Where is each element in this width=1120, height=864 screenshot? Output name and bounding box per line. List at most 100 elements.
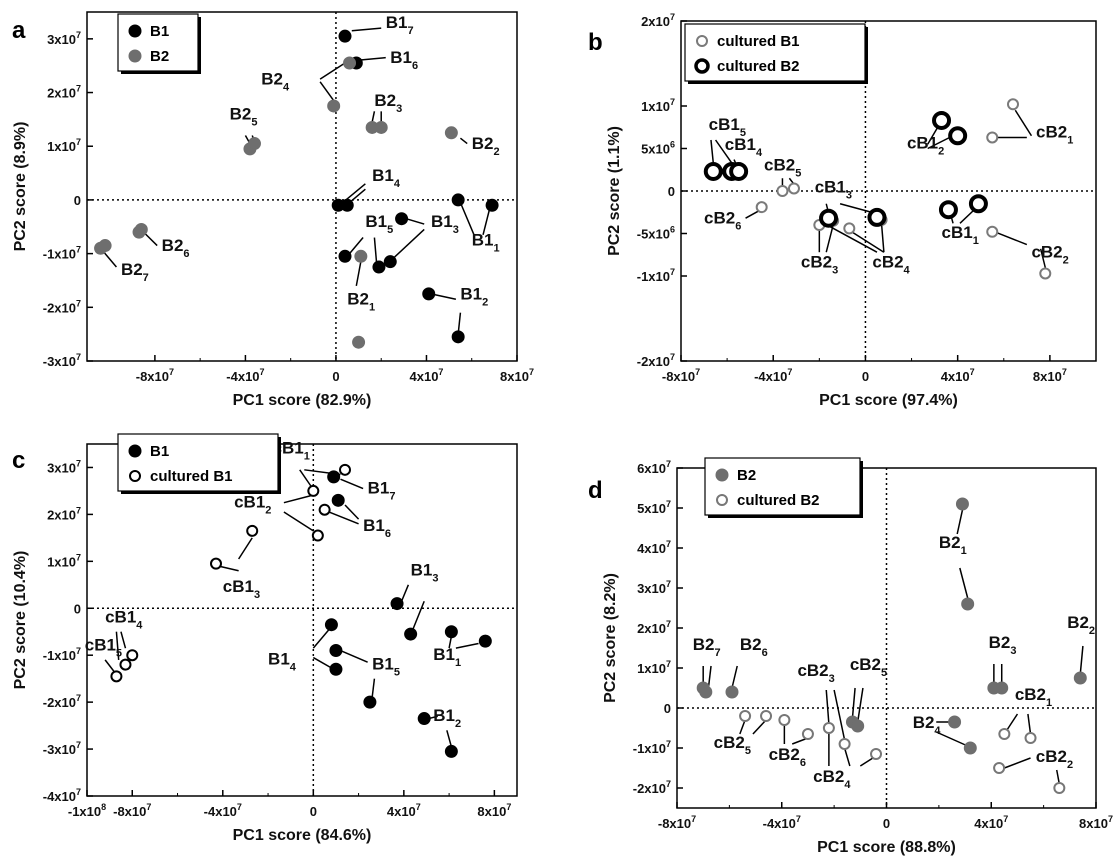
- y-tick-label-base: 2x10: [47, 86, 76, 101]
- leader-line: [348, 237, 364, 255]
- point-label: cB21: [1015, 685, 1052, 709]
- point-label: B26: [740, 635, 768, 659]
- leader-line: [1039, 248, 1047, 268]
- leader-line: [412, 600, 425, 630]
- y-tick-label-base: 0: [74, 601, 81, 616]
- x-tick-label-base: -4x10: [754, 369, 787, 384]
- point-label-base: cB1: [709, 115, 740, 134]
- y-tick-label-base: 1x10: [637, 661, 666, 676]
- point-label-subscript: 1: [973, 235, 979, 247]
- point-label-subscript: 2: [265, 504, 271, 516]
- point-cultured-b1: [119, 658, 132, 671]
- point-label-subscript: 4: [934, 725, 941, 737]
- point-label-subscript: 5: [251, 116, 257, 128]
- point-label-subscript: 5: [387, 224, 393, 236]
- point-cultured-b2: [822, 722, 835, 734]
- point-label-subscript: 4: [904, 265, 911, 277]
- point-label-base: B1: [411, 560, 433, 579]
- y-tick-label: -2x107: [633, 779, 671, 796]
- point-label-base: cB2: [1015, 685, 1046, 704]
- leader-line: [283, 511, 314, 532]
- point-label-subscript: 3: [829, 673, 835, 685]
- leader-line: [752, 719, 767, 735]
- y-tick-label: 3x107: [637, 579, 671, 596]
- x-tick-label: 0: [862, 369, 869, 384]
- point-label-subscript: 6: [800, 757, 806, 769]
- y-tick-label-base: -5x10: [637, 227, 670, 242]
- point-label: B27: [121, 260, 149, 284]
- point-label: cB21: [1036, 122, 1073, 146]
- y-tick-label: 4x107: [637, 539, 671, 556]
- y-tick-label-exponent: 7: [76, 646, 81, 656]
- y-tick-label-exponent: 7: [76, 245, 81, 255]
- point-label-base: B1: [372, 654, 394, 673]
- point-b1: [324, 618, 338, 632]
- x-tick-label: -8x107: [113, 802, 151, 819]
- x-tick-label: 8x107: [477, 802, 511, 819]
- point-label: cB23: [801, 253, 838, 277]
- y-tick-label: 2x107: [47, 84, 81, 101]
- legend-label-cultured-b2: cultured B2: [737, 492, 820, 509]
- y-tick-label: 3x107: [47, 30, 81, 47]
- point-cultured-b2: [838, 738, 851, 750]
- point-label-base: cB1: [907, 134, 938, 153]
- point-label: cB22: [1031, 242, 1068, 266]
- y-tick-label-exponent: 7: [76, 740, 81, 750]
- point-cultured-b2: [760, 710, 773, 722]
- point-label-base: B2: [121, 260, 143, 279]
- leader-line: [745, 209, 760, 219]
- legend-label-b1: B1: [150, 23, 169, 40]
- point-label-subscript: 1: [304, 450, 310, 462]
- point-label: cB13: [223, 577, 260, 601]
- x-tick-label-exponent: 7: [529, 367, 534, 377]
- point-cultured-b1: [110, 670, 123, 683]
- point-label: B15: [365, 212, 393, 236]
- legend-box: [117, 13, 199, 72]
- point-label: B24: [913, 713, 942, 737]
- point-label-subscript: 5: [116, 648, 122, 660]
- point-label: cB14: [725, 135, 763, 159]
- x-tick-label-base: 8x10: [1079, 816, 1108, 831]
- x-tick-label-exponent: 7: [691, 814, 696, 824]
- y-tick-label-exponent: 7: [666, 739, 671, 749]
- y-tick-label-base: -2x10: [633, 781, 666, 796]
- point-label-base: B1: [368, 478, 390, 497]
- x-tick-label-base: -1x10: [68, 804, 101, 819]
- leader-line: [143, 231, 158, 247]
- point-b1: [383, 255, 397, 269]
- point-label-subscript: 3: [453, 224, 459, 236]
- point-b1: [338, 249, 352, 263]
- point-label-base: cB1: [815, 178, 846, 197]
- panel-c: c-1x108 -8x107 -4x107 0 4x107 8x107-4x107-3x1…: [12, 433, 518, 844]
- leader-line: [400, 584, 410, 602]
- leader-line: [459, 202, 475, 236]
- x-tick-label: 4x107: [387, 802, 421, 819]
- point-label-base: cB2: [1031, 242, 1062, 261]
- point-cultured-b2: [778, 714, 791, 726]
- point-label-subscript: 1: [1046, 697, 1052, 709]
- point-b2: [955, 497, 969, 511]
- y-tick-label: -5x106: [637, 225, 675, 242]
- point-label: B16: [390, 48, 418, 72]
- y-tick-label-exponent: 7: [670, 12, 675, 22]
- series-cultured-b2: [739, 710, 1066, 794]
- panel-a: a-8x107 -4x107 0 4x107 8x107-3x107-2x107-1x1…: [12, 11, 534, 409]
- point-label: cB12: [234, 492, 271, 516]
- point-label: B22: [472, 134, 500, 158]
- point-label-subscript: 5: [745, 745, 751, 757]
- y-tick-label-exponent: 7: [76, 458, 81, 468]
- point-label-base: B2: [913, 713, 935, 732]
- y-tick-label-base: 3x10: [47, 460, 76, 475]
- leader-line: [996, 231, 1028, 246]
- leader-line: [319, 62, 346, 80]
- y-tick-label: -3x107: [43, 352, 81, 369]
- point-label: cB15: [85, 636, 122, 660]
- point-b2: [343, 56, 357, 70]
- point-b1: [444, 625, 458, 639]
- x-tick-label-exponent: 7: [695, 367, 700, 377]
- leader-line: [448, 636, 453, 649]
- point-b2: [851, 719, 865, 733]
- x-tick-label: 0: [310, 804, 317, 819]
